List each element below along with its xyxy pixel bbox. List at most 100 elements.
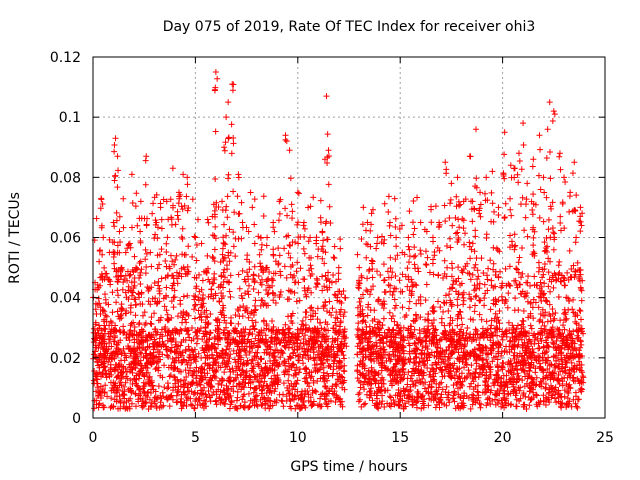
data-point: [174, 313, 181, 320]
data-point: [578, 367, 585, 374]
data-point: [445, 307, 452, 314]
data-point: [565, 389, 572, 396]
data-point: [536, 318, 543, 325]
data-point: [520, 390, 527, 397]
data-point: [504, 304, 511, 311]
data-point: [558, 272, 565, 279]
data-point: [547, 288, 554, 295]
data-point: [148, 400, 155, 407]
data-point: [443, 402, 450, 409]
data-point: [134, 222, 141, 229]
data-point: [501, 215, 508, 222]
data-point: [117, 239, 124, 246]
data-point: [137, 198, 144, 205]
data-point: [94, 393, 101, 400]
data-point: [341, 368, 348, 375]
data-point: [487, 257, 494, 264]
data-point: [357, 384, 364, 391]
data-point: [128, 400, 135, 407]
data-point: [170, 304, 177, 311]
data-point: [492, 401, 499, 408]
data-point: [411, 340, 418, 347]
data-point: [243, 352, 250, 359]
data-point: [120, 279, 127, 286]
data-point: [303, 293, 310, 300]
data-point: [180, 336, 187, 343]
data-point: [169, 396, 176, 403]
data-point: [270, 323, 277, 330]
data-point: [302, 314, 309, 321]
data-point: [503, 327, 510, 334]
data-point: [425, 390, 432, 397]
data-point: [380, 315, 387, 322]
data-point: [278, 397, 285, 404]
data-point: [319, 345, 326, 352]
data-point: [444, 264, 451, 271]
data-point: [227, 374, 234, 381]
data-point: [131, 253, 138, 260]
data-point: [158, 275, 165, 282]
data-point: [448, 374, 455, 381]
data-point: [99, 386, 106, 393]
data-point: [449, 281, 456, 288]
data-point: [231, 209, 238, 216]
data-point: [181, 377, 188, 384]
data-point: [513, 396, 520, 403]
data-point: [396, 395, 403, 402]
data-point: [173, 252, 180, 259]
data-point: [219, 347, 226, 354]
data-point: [161, 325, 168, 332]
data-point: [395, 402, 402, 409]
data-point: [161, 362, 168, 369]
data-point: [104, 393, 111, 400]
data-point: [451, 398, 458, 405]
data-point: [572, 400, 579, 407]
data-point: [476, 280, 483, 287]
data-point: [566, 208, 573, 215]
data-point: [395, 387, 402, 394]
data-point: [264, 291, 271, 298]
data-point: [317, 395, 324, 402]
data-point: [470, 205, 477, 212]
data-point: [505, 290, 512, 297]
data-point: [340, 352, 347, 359]
data-point: [427, 368, 434, 375]
data-point: [482, 372, 489, 379]
data-point: [141, 309, 148, 316]
data-point: [226, 405, 233, 412]
data-point: [183, 373, 190, 380]
data-point: [369, 274, 376, 281]
data-point: [471, 248, 478, 255]
data-point: [302, 309, 309, 316]
data-point: [544, 318, 551, 325]
data-point: [101, 389, 108, 396]
data-point: [324, 308, 331, 315]
data-point: [574, 259, 581, 266]
data-point: [234, 388, 241, 395]
data-point: [160, 196, 167, 203]
data-point: [450, 382, 457, 389]
data-point: [513, 326, 520, 333]
data-point: [219, 293, 226, 300]
data-point: [528, 198, 535, 205]
data-point: [406, 298, 413, 305]
data-point: [514, 266, 521, 273]
data-point: [95, 362, 102, 369]
data-point: [578, 316, 585, 323]
data-point: [230, 229, 237, 236]
data-point: [533, 392, 540, 399]
data-point: [528, 395, 535, 402]
data-point: [392, 215, 399, 222]
data-point: [435, 384, 442, 391]
data-point: [532, 369, 539, 376]
data-point: [381, 200, 388, 207]
data-point: [226, 366, 233, 373]
data-point: [457, 281, 464, 288]
data-point: [120, 345, 127, 352]
data-point: [320, 364, 327, 371]
data-point: [227, 272, 234, 279]
data-point: [207, 311, 214, 318]
data-point: [193, 285, 200, 292]
data-point: [139, 312, 146, 319]
data-point: [341, 355, 348, 362]
